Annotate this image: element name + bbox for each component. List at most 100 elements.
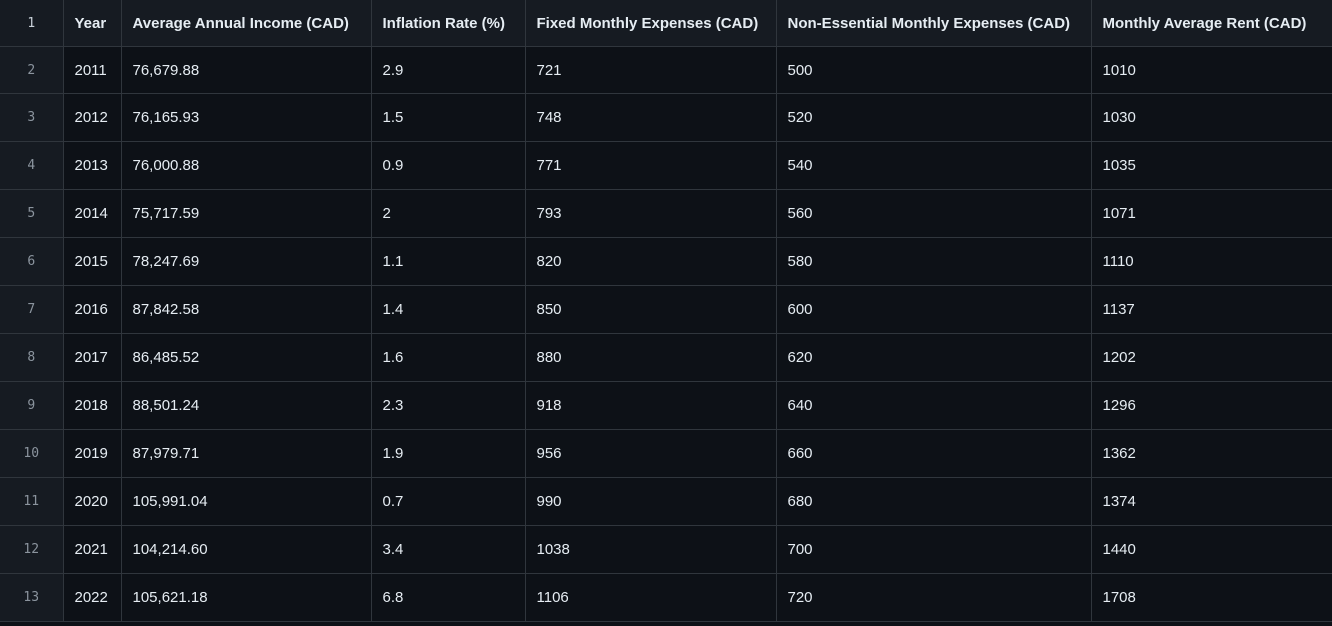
cell-non-essential-monthly-expenses[interactable]: 660: [775, 429, 1092, 478]
line-number[interactable]: 13: [0, 573, 64, 622]
cell-average-annual-income[interactable]: 104,214.60: [120, 525, 372, 574]
cell-monthly-average-rent[interactable]: 1110: [1090, 237, 1332, 286]
cell-fixed-monthly-expenses[interactable]: 1038: [524, 525, 777, 574]
cell-fixed-monthly-expenses[interactable]: 850: [524, 285, 777, 334]
cell-monthly-average-rent[interactable]: 1030: [1090, 93, 1332, 142]
cell-year[interactable]: 2017: [62, 333, 122, 382]
table-row: 11 2020 105,991.04 0.7 990 680 1374: [0, 477, 1332, 526]
cell-fixed-monthly-expenses[interactable]: 793: [524, 189, 777, 238]
cell-year[interactable]: 2015: [62, 237, 122, 286]
column-header-year[interactable]: Year: [62, 0, 122, 47]
cell-non-essential-monthly-expenses[interactable]: 620: [775, 333, 1092, 382]
cell-non-essential-monthly-expenses[interactable]: 520: [775, 93, 1092, 142]
cell-average-annual-income[interactable]: 76,165.93: [120, 93, 372, 142]
cell-inflation-rate[interactable]: 2: [370, 189, 526, 238]
cell-average-annual-income[interactable]: 87,979.71: [120, 429, 372, 478]
cell-fixed-monthly-expenses[interactable]: 918: [524, 381, 777, 430]
cell-monthly-average-rent[interactable]: 1374: [1090, 477, 1332, 526]
cell-non-essential-monthly-expenses[interactable]: 680: [775, 477, 1092, 526]
cell-inflation-rate[interactable]: 1.1: [370, 237, 526, 286]
cell-fixed-monthly-expenses[interactable]: 771: [524, 141, 777, 190]
cell-non-essential-monthly-expenses[interactable]: 500: [775, 46, 1092, 94]
cell-year[interactable]: 2011: [62, 46, 122, 94]
cell-fixed-monthly-expenses[interactable]: 748: [524, 93, 777, 142]
cell-monthly-average-rent[interactable]: 1202: [1090, 333, 1332, 382]
line-number[interactable]: 12: [0, 525, 64, 574]
cell-year[interactable]: 2020: [62, 477, 122, 526]
cell-inflation-rate[interactable]: 1.9: [370, 429, 526, 478]
line-number[interactable]: 9: [0, 381, 64, 430]
cell-inflation-rate[interactable]: 0.9: [370, 141, 526, 190]
cell-year[interactable]: 2021: [62, 525, 122, 574]
line-number[interactable]: 6: [0, 237, 64, 286]
table-row: 3 2012 76,165.93 1.5 748 520 1030: [0, 93, 1332, 142]
cell-non-essential-monthly-expenses[interactable]: 700: [775, 525, 1092, 574]
cell-average-annual-income[interactable]: 87,842.58: [120, 285, 372, 334]
cell-average-annual-income[interactable]: 105,991.04: [120, 477, 372, 526]
cell-inflation-rate[interactable]: 2.3: [370, 381, 526, 430]
cell-monthly-average-rent[interactable]: 1708: [1090, 573, 1332, 622]
cell-monthly-average-rent[interactable]: 1010: [1090, 46, 1332, 94]
cell-non-essential-monthly-expenses[interactable]: 720: [775, 573, 1092, 622]
cell-average-annual-income[interactable]: 86,485.52: [120, 333, 372, 382]
column-header-average-annual-income[interactable]: Average Annual Income (CAD): [120, 0, 372, 47]
table-row: 8 2017 86,485.52 1.6 880 620 1202: [0, 333, 1332, 382]
cell-monthly-average-rent[interactable]: 1296: [1090, 381, 1332, 430]
cell-monthly-average-rent[interactable]: 1362: [1090, 429, 1332, 478]
cell-average-annual-income[interactable]: 75,717.59: [120, 189, 372, 238]
cell-non-essential-monthly-expenses[interactable]: 600: [775, 285, 1092, 334]
cell-average-annual-income[interactable]: 76,679.88: [120, 46, 372, 94]
table-row: 13 2022 105,621.18 6.8 1106 720 1708: [0, 573, 1332, 622]
line-number[interactable]: 2: [0, 46, 64, 94]
table-row: 9 2018 88,501.24 2.3 918 640 1296: [0, 381, 1332, 430]
cell-average-annual-income[interactable]: 76,000.88: [120, 141, 372, 190]
cell-monthly-average-rent[interactable]: 1440: [1090, 525, 1332, 574]
line-number[interactable]: 4: [0, 141, 64, 190]
cell-year[interactable]: 2013: [62, 141, 122, 190]
column-header-fixed-monthly-expenses[interactable]: Fixed Monthly Expenses (CAD): [524, 0, 777, 47]
table-row: 4 2013 76,000.88 0.9 771 540 1035: [0, 141, 1332, 190]
line-number[interactable]: 8: [0, 333, 64, 382]
cell-inflation-rate[interactable]: 1.5: [370, 93, 526, 142]
cell-inflation-rate[interactable]: 1.4: [370, 285, 526, 334]
column-header-inflation-rate[interactable]: Inflation Rate (%): [370, 0, 526, 47]
cell-year[interactable]: 2019: [62, 429, 122, 478]
line-number[interactable]: 5: [0, 189, 64, 238]
column-header-monthly-average-rent[interactable]: Monthly Average Rent (CAD): [1090, 0, 1332, 47]
cell-non-essential-monthly-expenses[interactable]: 640: [775, 381, 1092, 430]
cell-average-annual-income[interactable]: 105,621.18: [120, 573, 372, 622]
cell-inflation-rate[interactable]: 2.9: [370, 46, 526, 94]
cell-non-essential-monthly-expenses[interactable]: 580: [775, 237, 1092, 286]
line-number[interactable]: 11: [0, 477, 64, 526]
cell-year[interactable]: 2014: [62, 189, 122, 238]
cell-non-essential-monthly-expenses[interactable]: 540: [775, 141, 1092, 190]
cell-fixed-monthly-expenses[interactable]: 956: [524, 429, 777, 478]
cell-non-essential-monthly-expenses[interactable]: 560: [775, 189, 1092, 238]
line-number[interactable]: 7: [0, 285, 64, 334]
table-row: 7 2016 87,842.58 1.4 850 600 1137: [0, 285, 1332, 334]
table-row: 10 2019 87,979.71 1.9 956 660 1362: [0, 429, 1332, 478]
cell-year[interactable]: 2016: [62, 285, 122, 334]
cell-fixed-monthly-expenses[interactable]: 820: [524, 237, 777, 286]
cell-inflation-rate[interactable]: 3.4: [370, 525, 526, 574]
line-number[interactable]: 1: [0, 0, 64, 47]
cell-average-annual-income[interactable]: 78,247.69: [120, 237, 372, 286]
line-number[interactable]: 3: [0, 93, 64, 142]
cell-monthly-average-rent[interactable]: 1071: [1090, 189, 1332, 238]
table-row: 12 2021 104,214.60 3.4 1038 700 1440: [0, 525, 1332, 574]
cell-monthly-average-rent[interactable]: 1137: [1090, 285, 1332, 334]
cell-fixed-monthly-expenses[interactable]: 1106: [524, 573, 777, 622]
cell-inflation-rate[interactable]: 1.6: [370, 333, 526, 382]
cell-monthly-average-rent[interactable]: 1035: [1090, 141, 1332, 190]
cell-average-annual-income[interactable]: 88,501.24: [120, 381, 372, 430]
cell-year[interactable]: 2022: [62, 573, 122, 622]
cell-fixed-monthly-expenses[interactable]: 990: [524, 477, 777, 526]
line-number[interactable]: 10: [0, 429, 64, 478]
column-header-non-essential-monthly-expenses[interactable]: Non-Essential Monthly Expenses (CAD): [775, 0, 1092, 47]
cell-fixed-monthly-expenses[interactable]: 721: [524, 46, 777, 94]
cell-inflation-rate[interactable]: 6.8: [370, 573, 526, 622]
cell-year[interactable]: 2018: [62, 381, 122, 430]
cell-fixed-monthly-expenses[interactable]: 880: [524, 333, 777, 382]
cell-year[interactable]: 2012: [62, 93, 122, 142]
cell-inflation-rate[interactable]: 0.7: [370, 477, 526, 526]
